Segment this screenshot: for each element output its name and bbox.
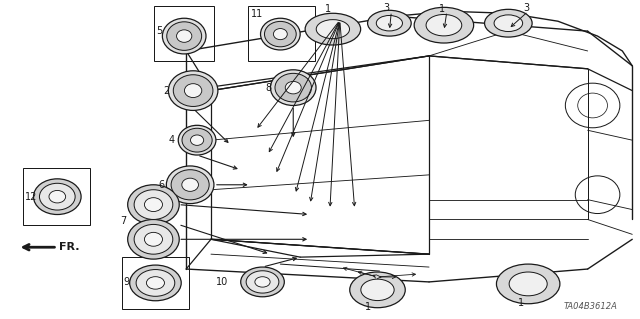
Ellipse shape: [173, 75, 213, 107]
Ellipse shape: [426, 14, 461, 36]
Ellipse shape: [349, 272, 405, 308]
Text: 1: 1: [325, 4, 331, 14]
Ellipse shape: [134, 225, 173, 254]
Ellipse shape: [40, 183, 75, 210]
Ellipse shape: [163, 18, 206, 54]
Ellipse shape: [147, 277, 164, 289]
Ellipse shape: [376, 15, 403, 31]
Ellipse shape: [367, 10, 411, 36]
Ellipse shape: [177, 30, 192, 42]
Ellipse shape: [49, 190, 66, 203]
Ellipse shape: [285, 81, 301, 94]
Text: 3: 3: [383, 3, 390, 13]
Ellipse shape: [145, 198, 163, 211]
Ellipse shape: [273, 28, 287, 40]
Text: 1: 1: [439, 4, 445, 14]
Ellipse shape: [134, 190, 173, 219]
Text: 2: 2: [163, 85, 170, 96]
Ellipse shape: [128, 219, 179, 259]
Ellipse shape: [191, 135, 204, 145]
Text: 1: 1: [365, 302, 371, 312]
Text: TA04B3612A: TA04B3612A: [563, 302, 618, 311]
Ellipse shape: [275, 73, 312, 102]
Text: 11: 11: [251, 9, 263, 19]
Ellipse shape: [484, 9, 532, 37]
Text: 9: 9: [124, 277, 130, 287]
Ellipse shape: [33, 179, 81, 214]
Text: 7: 7: [120, 217, 126, 226]
Text: 10: 10: [216, 277, 228, 287]
Ellipse shape: [136, 270, 175, 296]
Ellipse shape: [264, 21, 296, 47]
Bar: [22, 168, 90, 226]
Ellipse shape: [171, 170, 209, 200]
Ellipse shape: [168, 71, 218, 110]
Ellipse shape: [184, 84, 202, 98]
Text: 4: 4: [168, 135, 175, 145]
Ellipse shape: [246, 271, 279, 293]
Ellipse shape: [241, 267, 284, 297]
Text: 12: 12: [24, 192, 37, 202]
Ellipse shape: [182, 128, 212, 152]
Ellipse shape: [166, 166, 214, 204]
Ellipse shape: [316, 20, 349, 39]
Ellipse shape: [179, 125, 216, 155]
Bar: [154, 6, 214, 61]
Ellipse shape: [130, 265, 181, 301]
Ellipse shape: [145, 232, 163, 246]
Text: 3: 3: [524, 3, 529, 13]
Ellipse shape: [182, 178, 198, 191]
Ellipse shape: [497, 264, 560, 304]
Ellipse shape: [167, 22, 202, 50]
Text: 8: 8: [266, 83, 271, 93]
Ellipse shape: [414, 7, 474, 43]
Ellipse shape: [494, 15, 523, 32]
Ellipse shape: [260, 18, 300, 50]
Text: 1: 1: [518, 298, 524, 308]
Bar: [248, 6, 315, 61]
Ellipse shape: [128, 185, 179, 225]
Text: FR.: FR.: [60, 242, 80, 252]
Ellipse shape: [271, 70, 316, 106]
Text: 6: 6: [159, 180, 164, 190]
Ellipse shape: [509, 272, 547, 296]
Ellipse shape: [361, 279, 394, 300]
Ellipse shape: [305, 13, 361, 45]
Ellipse shape: [255, 277, 270, 287]
Bar: [122, 257, 189, 309]
Text: 5: 5: [156, 26, 163, 36]
